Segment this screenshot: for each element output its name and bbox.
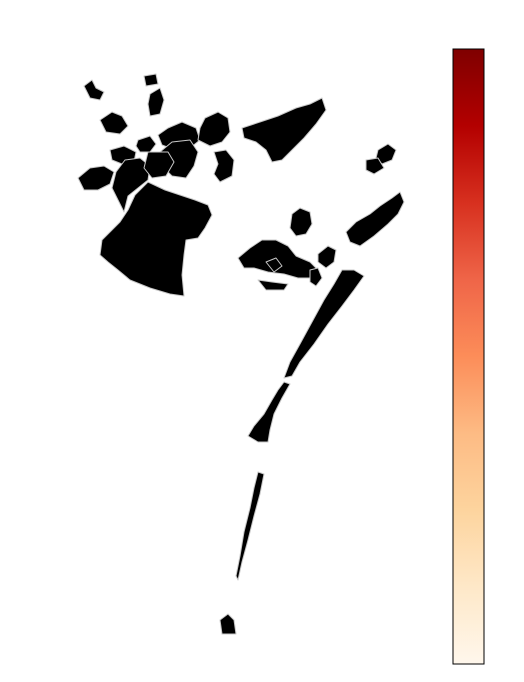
region-terraferma-top2 [147,87,165,117]
region-chioggia-tip [219,613,237,635]
region-pellestrina [235,471,265,581]
region-terraferma-northwest [99,111,129,135]
region-santelena [309,267,323,287]
region-lido-south [247,381,291,443]
region-terraferma-east-small [213,149,235,183]
region-burano-area [345,191,405,247]
region-giudecca [257,279,289,291]
region-terraferma-red [135,135,157,153]
region-lido-north [283,269,365,379]
region-terraferma-top3 [83,79,105,101]
region-terraferma-west [99,181,213,297]
region-tessera [241,97,327,163]
colorbar [452,48,485,665]
region-treporti-white [365,157,385,175]
region-murano [289,207,313,237]
region-venezia-centro [237,239,319,279]
region-terraferma-top [143,73,159,87]
region-terraferma-westedge [77,165,115,191]
region-terraferma-north-2 [197,111,231,147]
region-terraferma-mid [143,151,175,179]
region-certosa [317,245,337,269]
region-venezia-small-red [265,257,283,273]
